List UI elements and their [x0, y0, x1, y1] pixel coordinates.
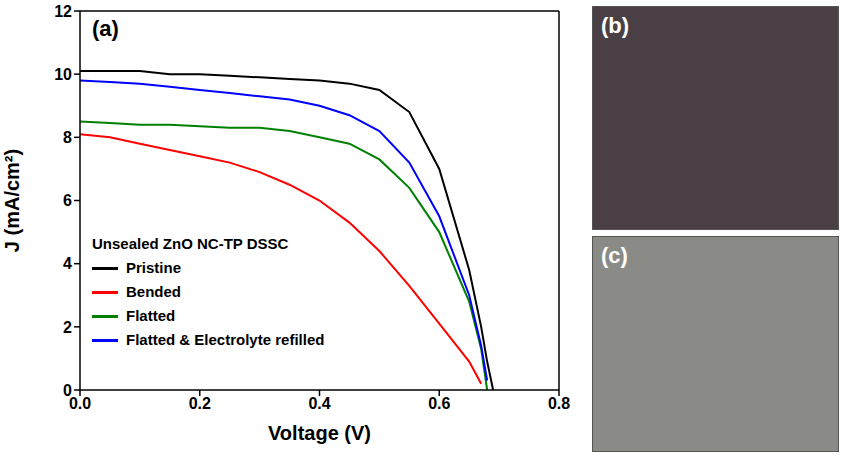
svg-text:0.4: 0.4 — [308, 395, 330, 412]
svg-text:J (mA/cm²): J (mA/cm²) — [1, 149, 23, 252]
html-text:Flatted & Electrolyte refilled: Flatted & Electrolyte refilled — [126, 331, 325, 348]
svg-text:0.0: 0.0 — [69, 395, 91, 412]
html-text:Bended: Bended — [126, 283, 181, 300]
svg-text:10: 10 — [54, 66, 72, 83]
svg-text:4: 4 — [63, 255, 72, 272]
svg-text:Voltage (V): Voltage (V) — [268, 422, 371, 444]
svg-text:8: 8 — [63, 129, 72, 146]
svg-text:0.2: 0.2 — [189, 395, 211, 412]
svg-text:0.8: 0.8 — [548, 395, 570, 412]
svg-text:0: 0 — [63, 382, 72, 399]
html-text:(b): (b) — [601, 13, 630, 38]
html-text:(c): (c) — [601, 243, 628, 268]
html-text:Flatted: Flatted — [126, 307, 176, 324]
svg-text:6: 6 — [63, 192, 72, 209]
svg-text:2: 2 — [63, 319, 72, 336]
html-text:(a): (a) — [92, 16, 119, 41]
svg-text:12: 12 — [54, 3, 72, 20]
html-text:Pristine: Pristine — [126, 259, 181, 276]
svg-text:0.6: 0.6 — [428, 395, 450, 412]
html-text:Unsealed ZnO NC-TP DSSC: Unsealed ZnO NC-TP DSSC — [92, 235, 289, 252]
